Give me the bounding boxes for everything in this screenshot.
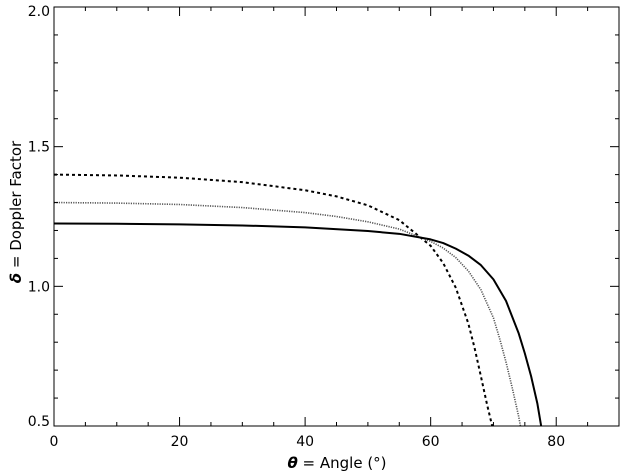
plot-area xyxy=(54,173,543,426)
y-axis-label: δ = Doppler Factor xyxy=(7,140,25,283)
y-axis-text: = Doppler Factor xyxy=(7,140,25,273)
x-tick-label: 40 xyxy=(296,434,314,450)
y-tick-label: 2.0 xyxy=(28,4,50,20)
axes: 0 20 40 60 80 0.5 1.0 1.5 2.0 xyxy=(28,4,620,450)
x-tick-label: 20 xyxy=(171,434,189,450)
x-tick-label: 0 xyxy=(50,434,59,450)
axis-labels: θ = Angle (°) δ = Doppler Factor xyxy=(7,140,387,472)
y-tick-label: 1.0 xyxy=(28,279,50,295)
x-axis-label: θ = Angle (°) xyxy=(287,454,386,472)
plot-frame xyxy=(53,6,620,427)
x-axis-text: = Angle (°) xyxy=(298,454,387,472)
x-tick-label: 80 xyxy=(547,434,565,450)
series-line-solid xyxy=(54,222,543,426)
y-tick-label: 1.5 xyxy=(28,140,50,156)
series-line-dotted xyxy=(54,201,522,426)
y-tick-label: 0.5 xyxy=(28,414,50,430)
x-axis-symbol: θ xyxy=(287,454,297,472)
y-axis-symbol: δ xyxy=(7,273,25,283)
x-tick-label: 60 xyxy=(422,434,440,450)
series-line-dashed xyxy=(54,173,494,426)
